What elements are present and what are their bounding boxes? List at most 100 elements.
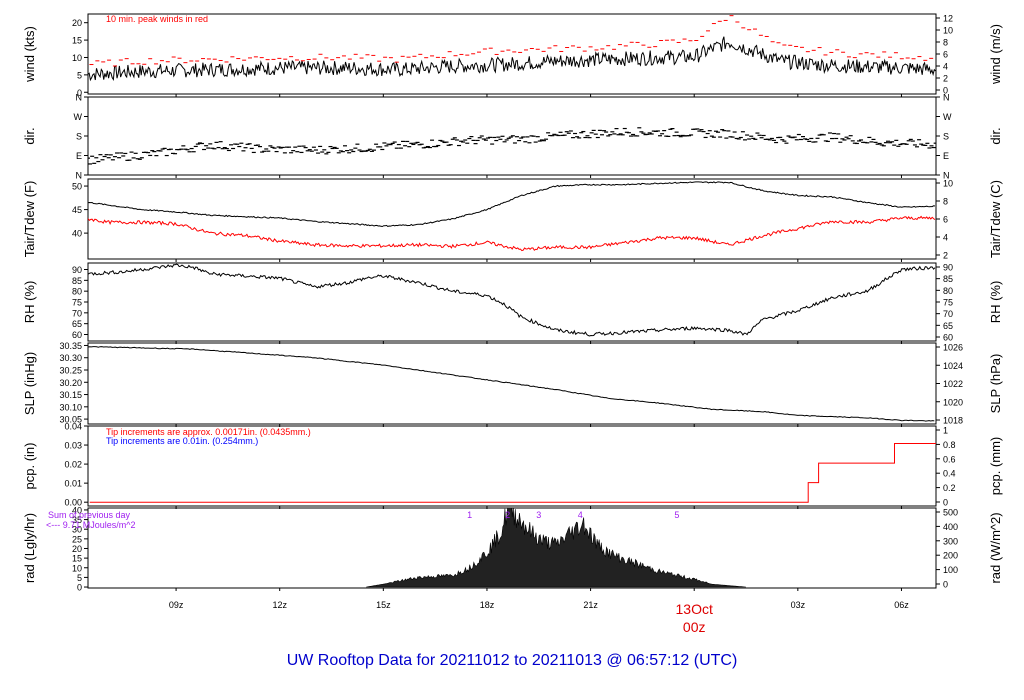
right-tick-label: 1 xyxy=(943,426,948,436)
left-tick-label: 85 xyxy=(72,276,82,286)
tip-annotation-blue: Tip increments are 0.01in. (0.254mm.) xyxy=(106,436,258,446)
right-tick-label: 2 xyxy=(943,74,948,84)
right-tick-label: 8 xyxy=(943,197,948,207)
panel-frame xyxy=(87,13,937,95)
peak-wind-annotation: 10 min. peak winds in red xyxy=(106,14,208,24)
right-axis-title: SLP (hPa) xyxy=(988,354,1003,414)
right-tick-label: 0.4 xyxy=(943,469,956,479)
panel-data xyxy=(88,127,936,165)
left-tick-label: 30.15 xyxy=(59,390,82,400)
left-tick-label: E xyxy=(76,151,82,161)
panel-data xyxy=(88,346,935,422)
left-axis-title: RH (%) xyxy=(22,281,37,324)
right-tick-label: N xyxy=(943,93,950,103)
right-tick-label: 0.8 xyxy=(943,440,956,450)
x-tick-label: 06z xyxy=(894,600,909,610)
dewpoint-line xyxy=(88,215,936,252)
right-tick-label: 8 xyxy=(943,38,948,48)
panel-data xyxy=(88,263,936,337)
panel-slp: 30.05 30.10 30.15 30.20 30.25 30.30 30.35 1018 1… xyxy=(22,341,1003,427)
left-tick-label: S xyxy=(76,132,82,142)
left-tick-label: 40 xyxy=(72,229,82,239)
right-tick-label: 1020 xyxy=(943,397,963,407)
right-tick-label: 70 xyxy=(943,309,953,319)
right-tick-label: 4 xyxy=(943,233,948,243)
left-tick-label: 0 xyxy=(77,583,82,593)
left-tick-label: 30.30 xyxy=(59,353,82,363)
radiation-marker: 5 xyxy=(674,510,679,520)
right-tick-label: 65 xyxy=(943,321,953,331)
left-tick-label: 0.00 xyxy=(64,498,82,508)
tip-annotation-red: Tip increments are approx. 0.00171in. (0… xyxy=(106,427,311,437)
x-tick-label: 12z xyxy=(272,600,287,610)
left-tick-label: 10 xyxy=(72,563,82,573)
rad-sum-annotation-line2: <--- 9.71 MJoules/m^2 xyxy=(46,520,136,530)
right-tick-label: 0.6 xyxy=(943,454,956,464)
right-tick-label: 85 xyxy=(943,274,953,284)
radiation-marker: 2 xyxy=(505,510,510,520)
panel-frame xyxy=(87,425,937,507)
right-tick-label: W xyxy=(943,112,952,122)
right-tick-label: 0.2 xyxy=(943,483,956,493)
left-tick-label: 15 xyxy=(72,36,82,46)
panel-data xyxy=(88,15,936,82)
right-tick-label: 500 xyxy=(943,508,958,518)
right-tick-label: 10 xyxy=(943,179,953,189)
left-tick-label: 35 xyxy=(72,515,82,525)
panel-data xyxy=(88,181,936,252)
right-axis-title: RH (%) xyxy=(988,281,1003,324)
left-tick-label: 75 xyxy=(72,298,82,308)
left-tick-label: 5 xyxy=(77,70,82,80)
left-tick-label: 5 xyxy=(77,573,82,583)
panel-wind: 0 5 10 15 20 0 2 4 6 8 10 12 wind (kts) wind (m/s) 10 … xyxy=(22,13,1003,98)
date-label-top: 13Oct xyxy=(676,601,713,617)
radiation-marker: 1 xyxy=(467,510,472,520)
right-tick-label: 2 xyxy=(943,251,948,261)
left-tick-label: 0.02 xyxy=(64,460,82,470)
panel-frame xyxy=(87,178,937,260)
right-tick-label: 0 xyxy=(943,580,948,590)
wind-speed-line xyxy=(88,36,936,82)
left-tick-label: 40 xyxy=(72,505,82,515)
left-tick-label: 0.04 xyxy=(64,422,82,432)
left-tick-label: 30.35 xyxy=(59,341,82,351)
right-tick-label: 4 xyxy=(943,62,948,72)
left-tick-label: 0.03 xyxy=(64,441,82,451)
left-tick-label: 0.01 xyxy=(64,479,82,489)
x-tick-label: 21z xyxy=(583,600,598,610)
left-axis-title: pcp. (in) xyxy=(22,443,37,490)
rh-line xyxy=(88,263,936,337)
left-tick-label: N xyxy=(76,171,83,181)
right-tick-label: 1026 xyxy=(943,343,963,353)
left-tick-label: 0 xyxy=(77,88,82,98)
left-axis-title: dir. xyxy=(22,127,37,144)
right-tick-label: S xyxy=(943,132,949,142)
radiation-area xyxy=(366,508,746,588)
right-tick-label: 90 xyxy=(943,263,953,273)
right-axis-title: Tair/Tdew (C) xyxy=(988,180,1003,258)
left-tick-label: 20 xyxy=(72,18,82,28)
left-tick-label: 80 xyxy=(72,287,82,297)
rad-sum-annotation-line1: Sum of previous day xyxy=(48,510,131,520)
left-axis-title: rad (Lgly/hr) xyxy=(22,513,37,583)
left-tick-label: 20 xyxy=(72,544,82,554)
left-axis-title: wind (kts) xyxy=(22,26,37,83)
panel-temp: 40 45 50 2 4 6 8 10 Tair/Tdew (F) Tair/Tdew (C) xyxy=(22,178,1003,262)
left-tick-label: 90 xyxy=(72,265,82,275)
left-tick-label: 65 xyxy=(72,319,82,329)
left-tick-label: W xyxy=(74,112,83,122)
left-axis-title: SLP (inHg) xyxy=(22,352,37,415)
left-tick-label: 25 xyxy=(72,534,82,544)
x-tick-label: 09z xyxy=(169,600,184,610)
radiation-marker: 3 xyxy=(536,510,541,520)
x-tick-label: 15z xyxy=(376,600,391,610)
footer-title: UW Rooftop Data for 20211012 to 20211013… xyxy=(287,652,738,669)
right-tick-label: 100 xyxy=(943,565,958,575)
left-tick-label: 30.05 xyxy=(59,415,82,425)
right-tick-label: 200 xyxy=(943,551,958,561)
right-tick-label: N xyxy=(943,171,950,181)
right-tick-label: 0 xyxy=(943,86,948,96)
